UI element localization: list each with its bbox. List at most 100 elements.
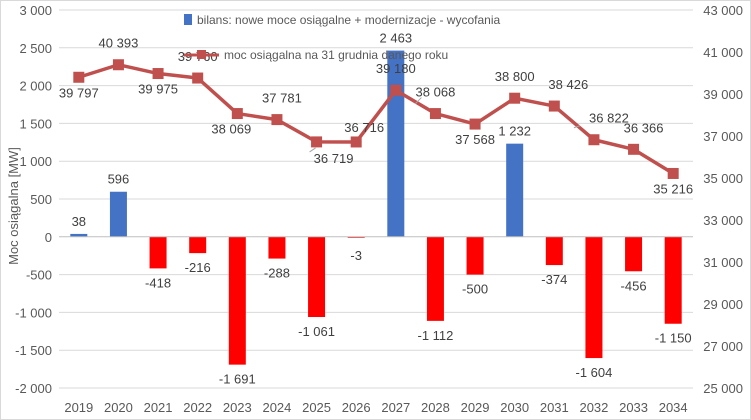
y2-tick-label: 37 000 — [703, 129, 743, 144]
data-labels: 38 596 -418 -216 -1 691 -288 -1 061 -3 2 463 -1 1… — [59, 31, 693, 387]
y-tick-label: 3 000 — [19, 3, 52, 18]
y-tick-label: 1 000 — [19, 154, 52, 169]
line-value-label: 36 822 — [589, 111, 629, 126]
bar-value-label: -216 — [185, 260, 211, 275]
bar — [387, 50, 405, 237]
line-marker — [231, 108, 243, 120]
legend-label-line: moc osiągalna na 31 grudnia danego roku — [224, 48, 448, 62]
bar — [70, 233, 88, 237]
gridlines — [59, 9, 693, 389]
x-tick-label: 2022 — [183, 400, 212, 415]
x-tick-label: 2033 — [619, 400, 648, 415]
bar-value-label: -3 — [350, 248, 362, 263]
x-tick-label: 2030 — [500, 400, 529, 415]
line-marker — [628, 143, 640, 155]
legend: bilans: nowe moce osiągalne + modernizac… — [184, 13, 500, 62]
bar — [625, 236, 643, 272]
line-value-label: 40 393 — [99, 36, 139, 51]
bar-value-label: -500 — [462, 282, 488, 297]
x-tick-label: 2020 — [104, 400, 133, 415]
y2-tick-label: 39 000 — [703, 87, 743, 102]
line-value-label: 38 426 — [548, 77, 588, 92]
y-tick-label: 1 500 — [19, 116, 52, 131]
bar — [109, 191, 127, 237]
y2-tick-label: 43 000 — [703, 3, 743, 18]
bar-value-label: -418 — [145, 275, 171, 290]
bar — [426, 236, 444, 321]
bar — [149, 236, 167, 269]
line-value-label: 38 069 — [211, 122, 251, 137]
line-value-label: 36 716 — [344, 120, 384, 135]
bar-value-label: 2 463 — [380, 31, 413, 46]
bar-value-label: -1 604 — [576, 365, 613, 380]
x-tick-label: 2034 — [659, 400, 688, 415]
y-tick-label: -2 000 — [15, 381, 52, 396]
y-tick-label: -1 500 — [15, 343, 52, 358]
bar — [228, 236, 246, 365]
line-marker — [469, 118, 481, 130]
line-marker — [73, 71, 85, 83]
y-tick-label: 2 500 — [19, 41, 52, 56]
bar-value-label: -374 — [541, 272, 567, 287]
y-tick-label: 0 — [45, 230, 52, 245]
line-marker — [350, 136, 362, 148]
line-marker — [271, 114, 283, 126]
y2-tick-label: 31 000 — [703, 255, 743, 270]
x-tick-label: 2019 — [64, 400, 93, 415]
line-marker — [192, 72, 204, 84]
line-value-label: 38 800 — [495, 69, 535, 84]
line-value-label: 38 068 — [416, 85, 456, 100]
bar-value-label: -1 061 — [298, 324, 335, 339]
bar — [308, 236, 326, 318]
line-marker — [152, 68, 164, 80]
x-tick-label: 2027 — [381, 400, 410, 415]
y-tick-label: 2 000 — [19, 79, 52, 94]
line-value-label: 35 216 — [653, 181, 693, 196]
bar-value-label: -288 — [264, 266, 290, 281]
line-marker — [429, 108, 441, 120]
line-marker — [548, 100, 560, 112]
bar — [506, 143, 524, 237]
bar — [664, 236, 682, 324]
bar-series — [70, 50, 682, 365]
bar — [585, 236, 603, 359]
y2-tick-label: 41 000 — [703, 45, 743, 60]
x-tick-label: 2025 — [302, 400, 331, 415]
y-tick-label: -1 000 — [15, 305, 52, 320]
series-line — [78, 62, 675, 175]
line-series — [73, 59, 679, 179]
line-marker — [509, 92, 521, 104]
line-value-label: 37 781 — [262, 91, 302, 106]
line-value-label: 39 180 — [376, 61, 416, 76]
y-axis-title: Moc osiągalna [MW] — [6, 147, 21, 265]
label-leader-line — [309, 147, 316, 153]
x-tick-label: 2024 — [262, 400, 291, 415]
bar-value-label: 596 — [108, 172, 130, 187]
bar-value-label: 1 232 — [498, 124, 531, 139]
line-marker — [112, 59, 124, 71]
line-marker — [588, 134, 600, 146]
legend-label-bar: bilans: nowe moce osiągalne + modernizac… — [197, 13, 500, 27]
bar-value-label: -1 691 — [219, 372, 256, 387]
label-leader-line — [415, 97, 422, 104]
y-tick-label: 500 — [30, 192, 52, 207]
bar — [268, 236, 286, 259]
x-tick-label: 2029 — [461, 400, 490, 415]
line-value-label: 39 975 — [138, 82, 178, 97]
x-tick-label: 2026 — [342, 400, 371, 415]
label-leader-line — [573, 125, 581, 129]
bar — [466, 236, 484, 275]
x-tick-label: 2023 — [223, 400, 252, 415]
line-value-label: 37 568 — [455, 132, 495, 147]
y2-tick-label: 29 000 — [703, 297, 743, 312]
x-tick-label: 2032 — [579, 400, 608, 415]
line-marker — [667, 167, 679, 179]
bar — [545, 236, 563, 266]
line-marker — [390, 84, 402, 96]
bar-value-label: 38 — [72, 214, 86, 229]
bar-value-label: -1 150 — [655, 331, 692, 346]
bar-value-label: -1 112 — [417, 328, 453, 343]
legend-swatch-marker — [197, 50, 206, 59]
